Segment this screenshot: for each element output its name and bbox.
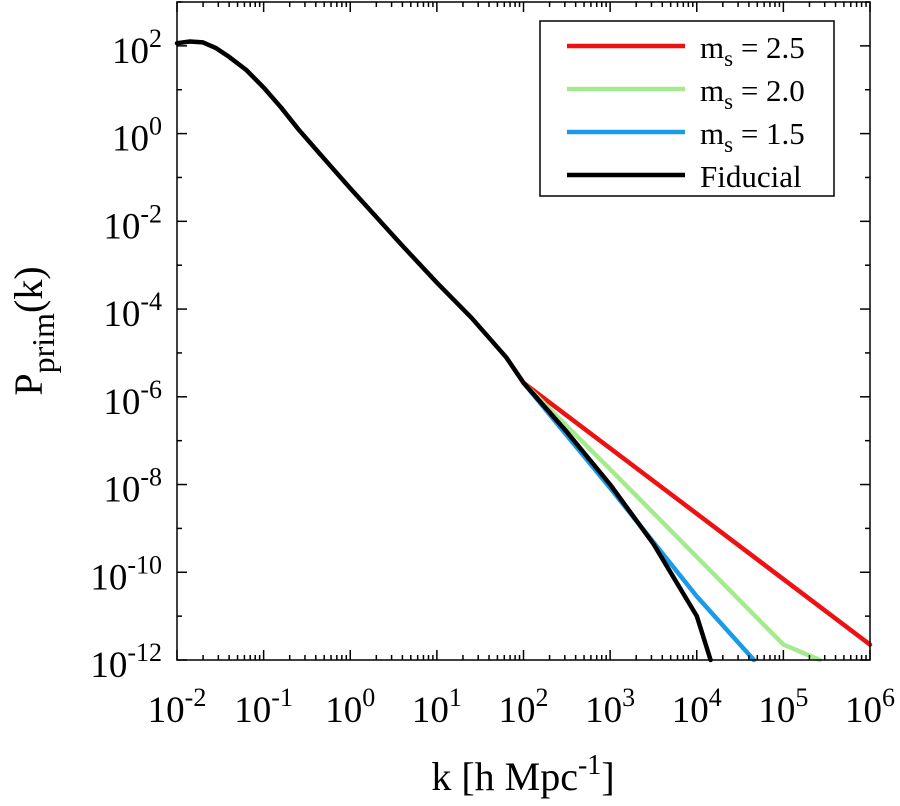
- y-tick-label: 10-8: [103, 463, 162, 511]
- chart-ticks: [176, 1, 871, 661]
- y-tick-label: 10-4: [103, 287, 162, 335]
- y-axis-label: Pprim(k): [6, 266, 61, 395]
- x-tick-label: 103: [585, 683, 635, 731]
- series-line-0: [521, 380, 873, 647]
- legend-label-1: ms = 2.0: [700, 73, 805, 114]
- x-axis-label: k [h Mpc-1]: [431, 750, 614, 799]
- legend-box: [539, 20, 835, 197]
- y-tick-label: 102: [112, 24, 162, 72]
- legend-label-2: ms = 1.5: [700, 116, 805, 157]
- y-tick-label: 100: [112, 112, 162, 160]
- x-tick-label: 100: [325, 683, 375, 731]
- y-tick-label: 10-6: [103, 375, 162, 423]
- x-tick-label: 105: [758, 683, 808, 731]
- series-line-3: [174, 39, 713, 663]
- series-line-1: [521, 380, 823, 663]
- chart-curves: [174, 39, 873, 663]
- x-tick-label: 104: [672, 683, 722, 731]
- x-tick-label: 10-1: [234, 683, 293, 731]
- y-tick-label: 10-12: [90, 638, 162, 686]
- legend-label-0: ms = 2.5: [700, 30, 805, 71]
- x-tick-label: 106: [845, 683, 895, 731]
- y-tick-label: 10-2: [103, 199, 162, 247]
- x-tick-label: 102: [499, 683, 549, 731]
- legend-label-3: Fiducial: [700, 159, 802, 194]
- x-tick-label: 101: [412, 683, 462, 731]
- y-tick-label: 10-10: [90, 550, 162, 598]
- x-tick-label: 10-2: [148, 683, 207, 731]
- chart-tick-labels: 10-2 10-1 100 101 102 103 104 105 106 10-12 10-10 1…: [90, 24, 895, 731]
